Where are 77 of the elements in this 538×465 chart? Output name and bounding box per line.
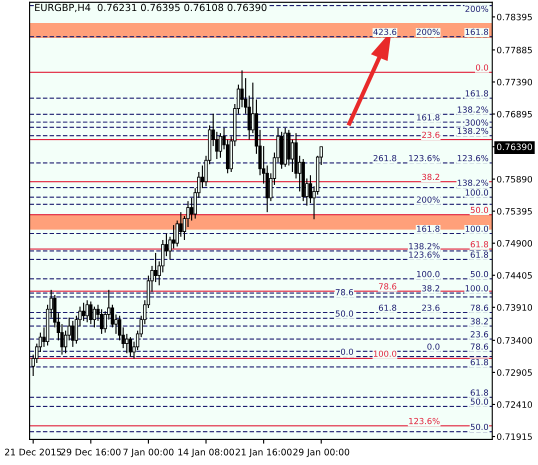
chart-title: EURGBP,H4 0.76231 0.76395 0.76108 0.76390 [35, 4, 267, 12]
annotation: 200% [465, 6, 488, 12]
annotation: 50.0 [470, 270, 488, 278]
annotation: 100.0 [466, 189, 488, 196]
annotation: 123.6% [409, 155, 440, 162]
x-tick-label: 14 Jan 08:00 [178, 448, 234, 458]
annotation: 38.2 [470, 318, 488, 324]
annotation: 123.6% [409, 251, 440, 258]
y-tick-label: 0.77390 [497, 78, 532, 86]
annotation: 78.6 [336, 289, 354, 296]
candlestick [82, 302, 86, 322]
annotation: 0.0 [476, 64, 488, 71]
y-tick-label: 0.71915 [497, 433, 532, 440]
x-tick-label: 21 Jan 16:00 [236, 448, 292, 458]
annotation: 78.6 [470, 343, 488, 350]
annotation: 61.8 [470, 251, 488, 258]
x-tick-label: 7 Jan 00:00 [123, 448, 174, 458]
y-tick-label: 0.78395 [497, 14, 532, 20]
annotation: 38.2 [422, 174, 440, 180]
annotation: 50.0 [336, 310, 354, 317]
annotation: 50.0 [470, 424, 488, 430]
annotation: 161.8 [466, 90, 488, 97]
annotation: 100.0 [374, 350, 396, 357]
candlestick [125, 333, 128, 354]
candlestick [172, 224, 176, 249]
annotation: 50.0 [470, 206, 488, 214]
annotation: 61.8 [378, 304, 396, 311]
annotation: 123.6% [409, 418, 440, 424]
annotation: 100.0 [466, 285, 488, 292]
annotation: 161.8 [417, 226, 440, 232]
y-tick-label: 0.73910 [497, 304, 532, 311]
y-tick-label: 0.73400 [497, 337, 532, 344]
annotation: 78.6 [470, 304, 488, 311]
y-tick-label: 0.75890 [497, 176, 532, 183]
candlestick [154, 252, 158, 283]
annotation: 138.2% [458, 106, 488, 113]
candlestick [89, 300, 92, 325]
y-tick-label: 0.75395 [497, 208, 532, 215]
y-tick-label: 0.76895 [497, 110, 532, 118]
annotation: 50.0 [470, 398, 488, 405]
candlestick [100, 308, 104, 334]
annotation: 423.6 [373, 28, 396, 36]
annotation: 123.6% [458, 155, 488, 162]
x-tick-label: 21 Dec 2015 [5, 448, 62, 456]
y-tick-label: 0.76390 [497, 144, 532, 150]
x-tick-label: 29 Jan 00:00 [293, 448, 350, 458]
annotation: 23.6 [470, 331, 488, 338]
annotation: 23.6 [422, 132, 440, 138]
annotation: 38.2 [422, 285, 440, 292]
annotation: 61.8 [470, 241, 488, 248]
annotation: 100.0 [466, 226, 488, 232]
annotation: 138.2% [458, 128, 488, 134]
candlestick [71, 320, 74, 348]
y-tick-label: 0.72905 [497, 369, 532, 376]
annotation: 23.6 [422, 304, 440, 311]
y-tick-label: 0.77885 [497, 46, 532, 54]
annotation: 200% [416, 28, 440, 36]
annotation: 78.6 [378, 283, 396, 290]
candlestick [86, 300, 89, 323]
y-tick-label: 0.74405 [497, 272, 532, 279]
annotation: 300% [465, 119, 488, 126]
annotation: 161.8 [466, 28, 488, 36]
y-tick-label: 0.74900 [497, 240, 532, 247]
annotation: 200% [416, 196, 440, 203]
annotation: 100.0 [417, 270, 440, 278]
annotation: 138.2% [458, 180, 488, 186]
candlestick [92, 306, 96, 328]
x-tick-label: 29 Dec 16:00 [61, 448, 121, 456]
y-tick-label: 0.72410 [497, 401, 532, 408]
annotation: 161.8 [417, 114, 440, 121]
annotation: 61.8 [470, 389, 488, 396]
annotation: 261.8 [374, 155, 396, 162]
candlestick [128, 336, 132, 358]
annotation: 138.2% [409, 243, 440, 250]
annotation: 61.8 [470, 358, 488, 366]
annotation: 0.0 [427, 343, 440, 350]
annotation: 0.0 [340, 348, 354, 355]
